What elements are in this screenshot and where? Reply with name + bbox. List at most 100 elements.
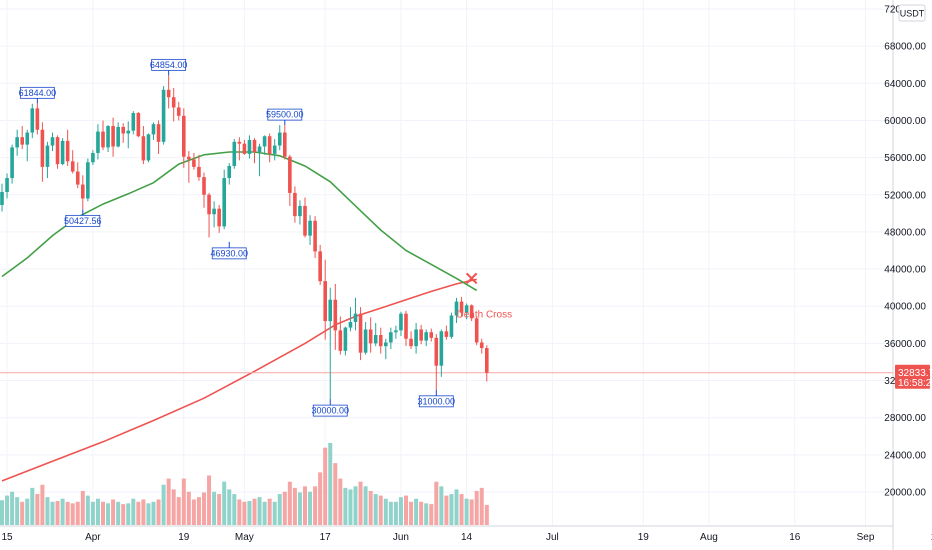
volume-bar [146, 503, 151, 525]
price-tick-label: 64000.00 [884, 79, 926, 90]
sma-long-line [1, 278, 477, 482]
candle-body [96, 131, 100, 153]
candle-body [35, 108, 40, 130]
candle-body [348, 322, 353, 328]
candle-body [166, 89, 171, 98]
candle-body [288, 156, 292, 193]
volume-bar [444, 495, 449, 525]
price-tick-label: 68000.00 [884, 42, 926, 53]
volume-bar [35, 494, 40, 525]
volume-bar [196, 497, 201, 525]
time-tick-label: Jun [393, 532, 409, 543]
volume-bar [212, 491, 217, 525]
candle-body [40, 129, 45, 167]
candle-body [318, 251, 322, 282]
candle-body [65, 140, 70, 162]
volume-bar [181, 478, 186, 525]
volume-bar [85, 495, 90, 525]
volume-bar [222, 481, 227, 525]
time-tick-label: Jul [546, 532, 559, 543]
candle-body [197, 166, 201, 178]
volume-bar [267, 498, 272, 525]
price-tick-label: 20000.00 [884, 488, 926, 499]
callout-label: 50427.56 [64, 216, 102, 226]
candle-body [404, 313, 408, 339]
time-tick-label: Apr [85, 532, 101, 543]
candle-body [247, 139, 252, 154]
volume-bar [95, 498, 100, 525]
candle-body [389, 332, 393, 343]
candle-body [449, 315, 454, 337]
candle-body [469, 305, 474, 319]
volume-bar [323, 447, 328, 525]
volume-bar [454, 489, 459, 525]
candle-body [121, 126, 125, 134]
chart-annotations: Death Cross [457, 272, 513, 320]
candle-body [353, 313, 358, 323]
candle-body [303, 205, 307, 236]
time-tick-label: Sep [857, 532, 875, 543]
candle-body [176, 107, 181, 116]
volume-bar [202, 492, 206, 525]
volume-bar [0, 500, 4, 525]
volume-bar [429, 504, 434, 525]
death-cross-annotation: Death Cross [457, 309, 513, 320]
candle-body [136, 113, 141, 137]
volume-bar [404, 495, 408, 525]
volume-bar [171, 489, 176, 525]
callout-box [312, 404, 348, 417]
candle-body [298, 205, 302, 217]
volume-bar [282, 491, 287, 525]
candle-body [242, 143, 247, 154]
candle-body [384, 342, 388, 347]
volume-bar [297, 492, 302, 525]
volume-bar [414, 498, 419, 525]
candle-body [419, 329, 423, 341]
volume-bar [383, 498, 388, 525]
volume-bar [398, 497, 403, 525]
candlestick-series [0, 75, 489, 400]
time-axis[interactable]: 15 Apr 19 May 17 Jun 14 Jul 19 Aug 16 Sep 13 [1, 532, 932, 543]
cross-marker-stroke [465, 272, 478, 285]
volume-bar [348, 489, 353, 525]
price-axis[interactable]: 20000.0024000.0028000.0032000.0036000.00… [884, 5, 926, 499]
callout-label: 31000.00 [418, 396, 456, 406]
volume-bar [217, 494, 222, 525]
volume-bar [308, 491, 313, 525]
candle-body [328, 299, 333, 322]
candle-body [409, 338, 413, 347]
volume-bar [469, 499, 474, 525]
time-tick-label: 15 [1, 532, 13, 543]
candle-body [222, 178, 226, 227]
volume-bar [378, 495, 383, 525]
callout-label: 46930.00 [210, 248, 248, 258]
candle-body [399, 313, 403, 331]
candle-body [257, 146, 262, 153]
volume-bar [70, 503, 75, 525]
candle-body [343, 327, 348, 351]
time-tick-label: 16 [789, 532, 801, 543]
volume-bar [459, 494, 464, 525]
candle-body [192, 159, 196, 167]
candle-body [126, 130, 131, 134]
candle-body [429, 332, 434, 338]
price-tick-label: 24000.00 [884, 450, 926, 461]
candle-body [146, 134, 151, 161]
volume-bar [10, 491, 15, 525]
volume-bar [176, 497, 181, 525]
volume-bar [257, 497, 262, 525]
price-tick-label: 40000.00 [884, 302, 926, 313]
candle-body [141, 136, 146, 161]
candle-body [182, 115, 186, 157]
volume-bar [419, 501, 424, 525]
currency-badge-text: USDT [900, 9, 925, 19]
volume-bar [313, 486, 318, 525]
volume-bar [121, 504, 126, 525]
candle-body [30, 108, 35, 133]
volume-bar [388, 501, 393, 525]
volume-bar [116, 501, 121, 525]
candle-body [232, 141, 237, 166]
volume-bar [358, 481, 363, 525]
candle-body [217, 208, 221, 227]
